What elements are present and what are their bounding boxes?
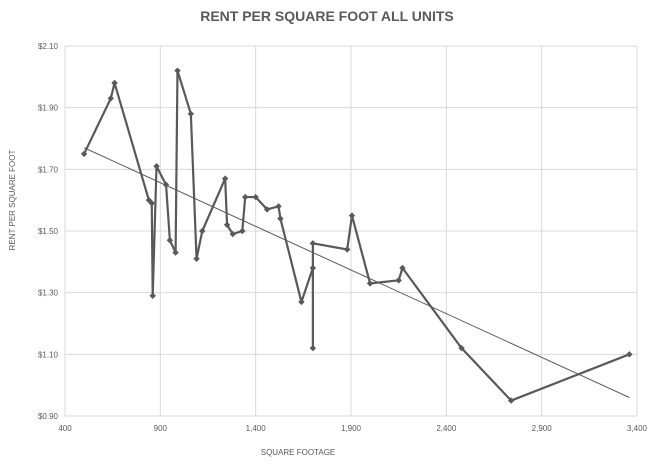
x-tick-label: 1,400 (246, 424, 267, 433)
data-point-marker (148, 200, 155, 207)
data-point-marker (229, 230, 236, 238)
data-point-marker (275, 203, 282, 210)
y-tick-label: $1.10 (38, 350, 59, 359)
x-tick-label: 3,400 (627, 424, 648, 433)
data-point-marker (277, 215, 284, 222)
data-point-marker (309, 344, 317, 352)
series-group (80, 67, 633, 404)
y-tick-label: $0.90 (38, 412, 59, 421)
y-tick-label: $1.50 (38, 227, 59, 236)
data-point-marker (187, 110, 195, 118)
data-point-marker (153, 163, 160, 170)
data-point-marker (172, 249, 179, 256)
x-axis-ticks: 400 900 1,400 1,900 2,400 2,900 3,400 (58, 424, 647, 433)
data-point-marker (241, 193, 249, 201)
data-point-marker (80, 150, 88, 158)
data-point-marker (507, 397, 515, 404)
data-point-marker (298, 298, 305, 306)
data-point-marker (149, 292, 156, 299)
grid (64, 45, 638, 417)
y-axis-ticks: $0.90 $1.10 $1.30 $1.50 $1.70 $1.90 $2.10 (38, 42, 59, 421)
data-point-marker (221, 175, 229, 182)
data-point-marker (309, 264, 317, 272)
data-point-marker (239, 227, 246, 235)
y-tick-label: $1.90 (38, 104, 59, 113)
data-point-marker (395, 277, 402, 284)
x-axis-label: SQUARE FOOTAGE (261, 448, 336, 457)
data-point-marker (309, 240, 317, 247)
data-point-marker (348, 212, 356, 219)
x-tick-label: 400 (58, 424, 72, 433)
trendline-group (83, 147, 630, 398)
y-tick-label: $1.30 (38, 289, 59, 298)
data-point-marker (223, 221, 231, 229)
x-tick-label: 1,900 (341, 424, 362, 433)
data-point-marker (343, 246, 351, 253)
chart-title: RENT PER SQUARE FOOT ALL UNITS (200, 8, 454, 24)
data-point-marker (193, 255, 200, 262)
data-point-marker (166, 237, 174, 244)
data-point-marker (626, 351, 633, 358)
data-point-marker (399, 264, 406, 272)
data-point-marker (199, 227, 206, 235)
trendline (83, 147, 630, 398)
x-tick-label: 2,400 (436, 424, 457, 433)
series-line (83, 69, 630, 402)
x-tick-label: 900 (154, 424, 168, 433)
data-point-marker (366, 280, 374, 287)
data-point-marker (263, 206, 271, 213)
data-point-marker (458, 344, 465, 352)
x-tick-label: 2,900 (532, 424, 553, 433)
data-point-marker (107, 95, 114, 102)
data-point-marker (174, 67, 181, 74)
data-point-marker (162, 181, 170, 188)
y-tick-label: $2.10 (38, 42, 59, 51)
y-tick-label: $1.70 (38, 165, 59, 174)
data-point-marker (111, 79, 118, 87)
y-axis-label: RENT PER SQUARE FOOT (8, 150, 17, 251)
data-point-marker (252, 193, 259, 201)
